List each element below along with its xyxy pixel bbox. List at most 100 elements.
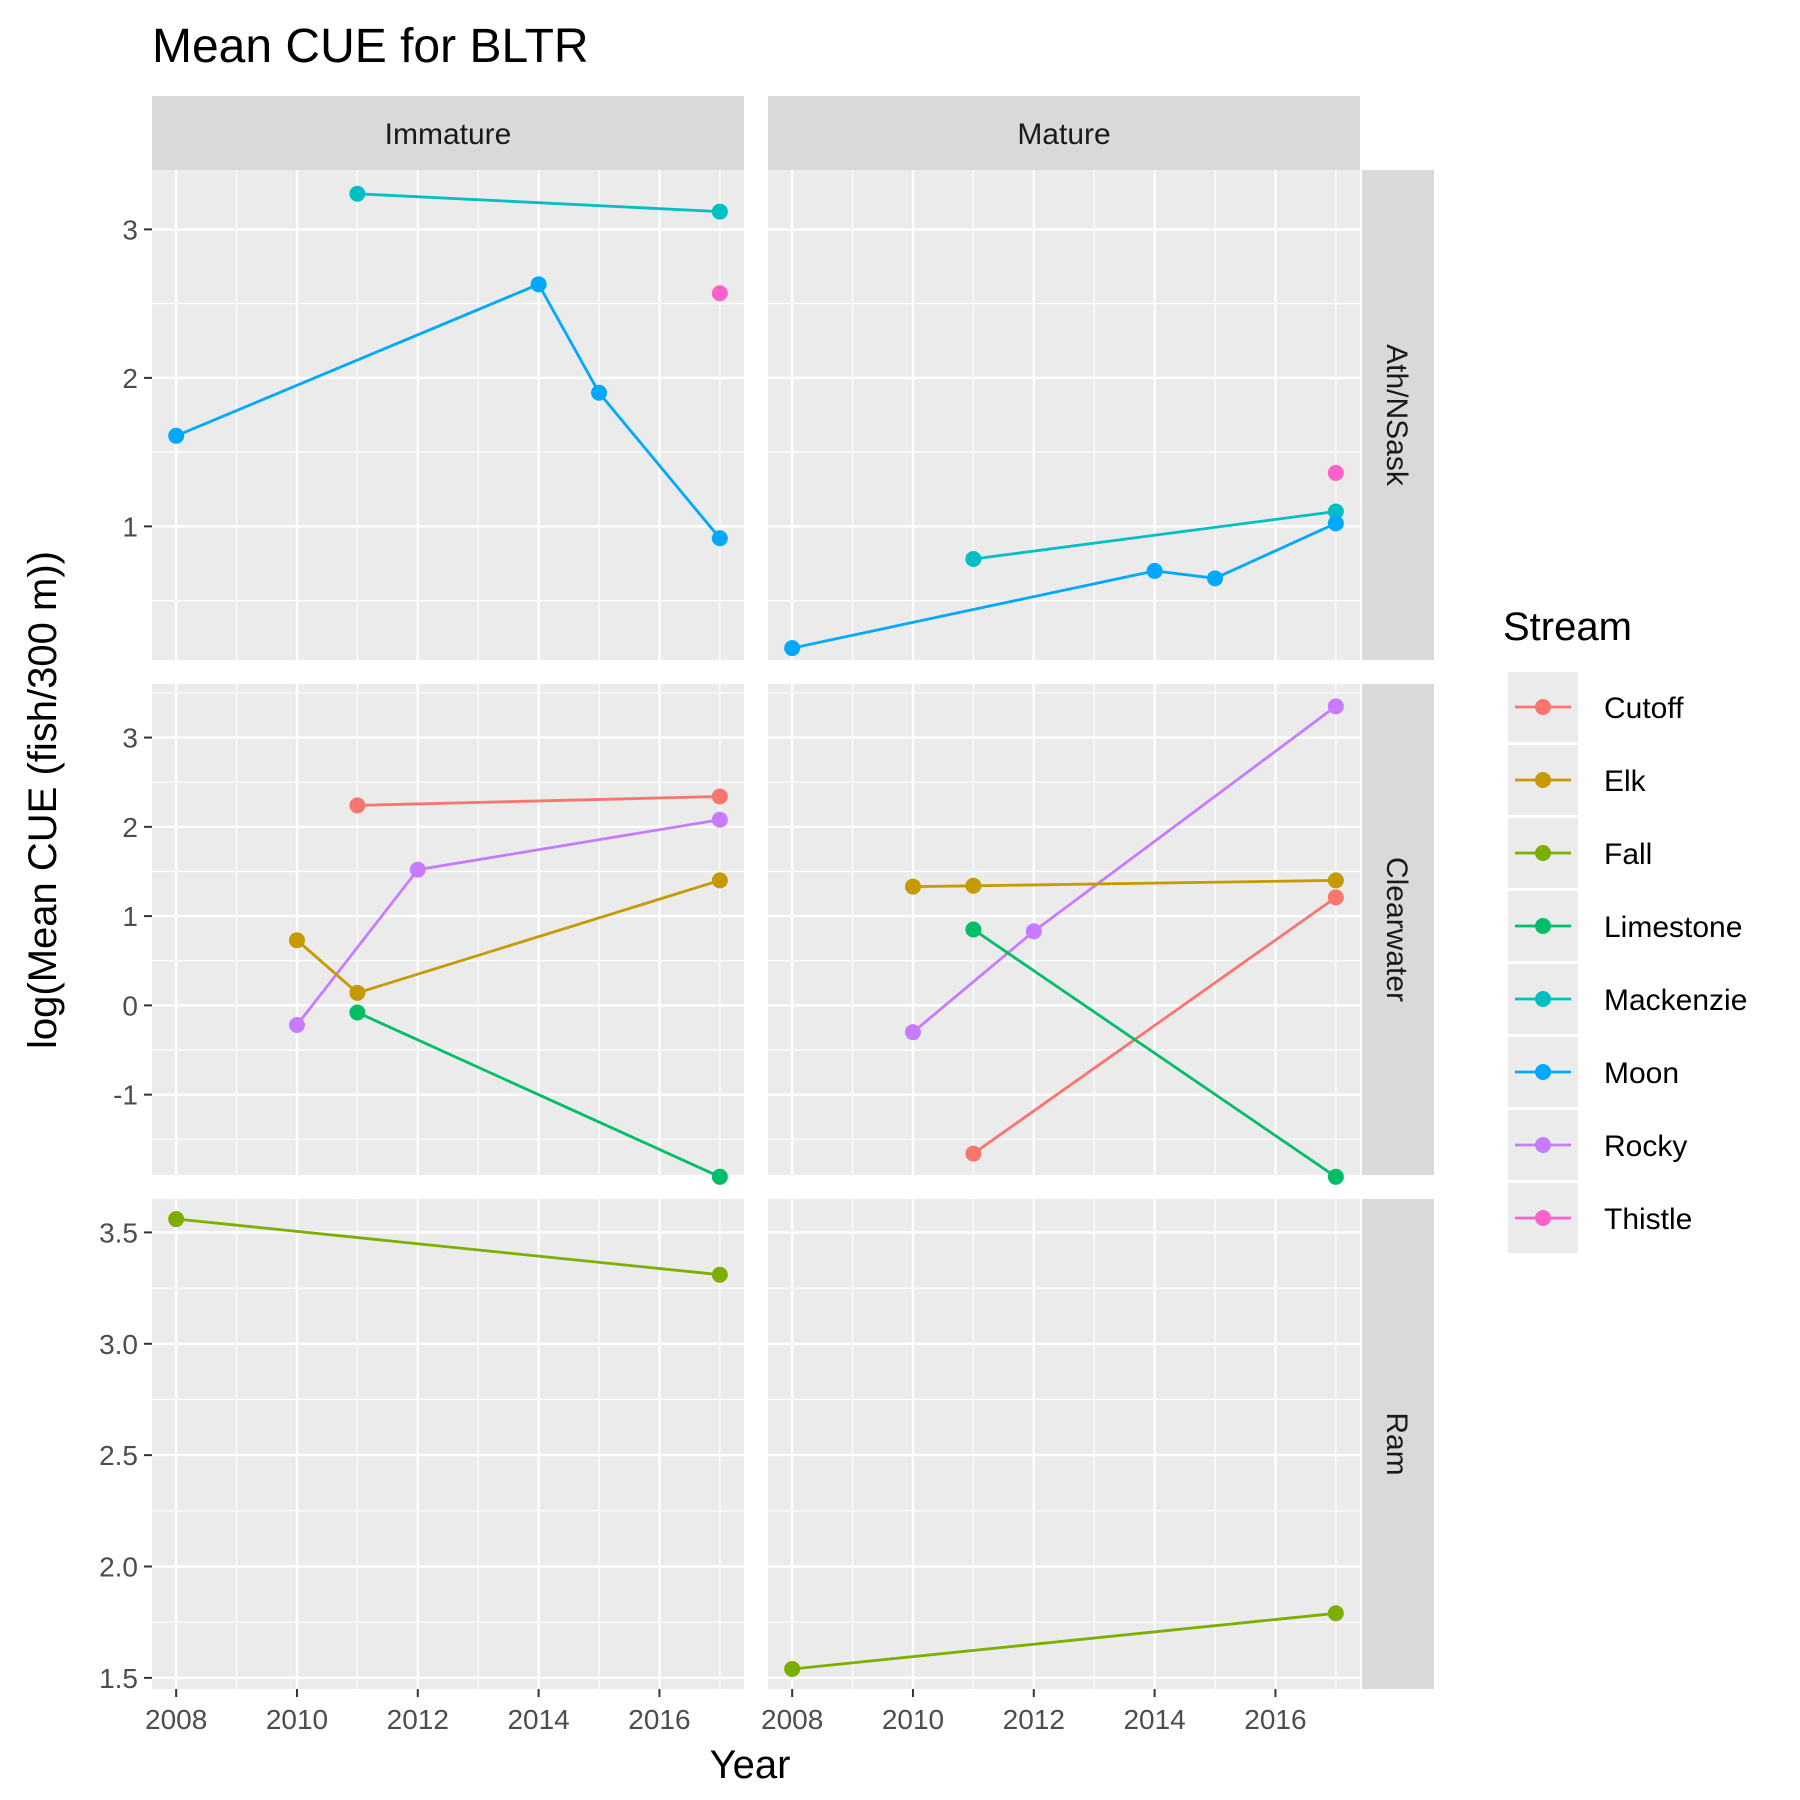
y-tick-label: 0 [122,990,138,1021]
row-strip [1362,1199,1434,1689]
data-point [711,872,728,889]
series-thistle [711,285,728,302]
data-point [904,1024,921,1041]
x-tick-label: 2008 [145,1704,207,1735]
y-axis-title: log(Mean CUE (fish/300 m)) [21,551,65,1049]
y-tick-label: 2 [122,812,138,843]
panel-background [768,170,1360,660]
row-strip-label: Ram [1380,1412,1413,1475]
series-line [972,896,1337,1155]
y-tick-label: 2 [122,363,138,394]
legend-item-limestone: Limestone [1508,891,1742,961]
facet-panel: 1.5 2.0 2.5 3.0 3.5 2008 2010 2012 2014 2016 [99,1199,744,1735]
data-point [711,203,728,220]
legend-key-point [1535,1210,1551,1226]
column-strip [768,96,1360,170]
x-tick-label: 2008 [761,1704,823,1735]
legend-title: Stream [1503,605,1632,649]
y-tick-label: 2.5 [99,1440,138,1471]
panel-background [768,684,1360,1175]
panel-background [768,1199,1360,1689]
legend-item-moon: Moon [1508,1037,1679,1107]
legend-label: Cutoff [1604,692,1684,725]
data-point [349,984,366,1001]
row-strip-label: Clearwater [1380,857,1413,1002]
data-point [1327,889,1344,906]
row-strip-label: Ath/NSask [1380,344,1413,487]
legend-item-mackenzie: Mackenzie [1508,964,1747,1034]
data-point [288,1017,305,1034]
legend-key-point [1535,845,1551,861]
series-fall [168,1211,728,1283]
data-point [349,185,366,202]
legend-item-elk: Elk [1508,745,1647,815]
series-line [792,1611,1336,1671]
column-strip-label: Mature [1017,118,1110,151]
data-point [1327,872,1344,889]
legend-key-point [1535,1064,1551,1080]
legend: Stream Cutoff Elk Fall Limestone Mackenzie Mo… [1503,605,1747,1253]
legend-label: Elk [1604,765,1647,798]
data-point [965,921,982,938]
x-tick-label: 2016 [628,1704,690,1735]
series-line [972,928,1337,1178]
x-tick-label: 2010 [266,1704,328,1735]
data-point [711,811,728,828]
data-point [168,1211,185,1228]
series-cutoff [965,889,1344,1162]
legend-item-cutoff: Cutoff [1508,672,1684,742]
legend-label: Mackenzie [1604,984,1747,1017]
x-tick-label: 2010 [882,1704,944,1735]
series-mackenzie [349,185,728,220]
x-tick-label: 2014 [507,1704,569,1735]
facet-panel: Mature [768,96,1360,660]
chart-title: Mean CUE for BLTR [152,20,589,73]
series-line [175,282,721,540]
legend-label: Fall [1604,838,1652,871]
data-point [1327,464,1344,481]
row-strip [1362,684,1434,1175]
data-point [349,1004,366,1021]
data-point [965,551,982,568]
legend-label: Rocky [1604,1130,1687,1163]
legend-label: Moon [1604,1057,1679,1090]
facet-panel: 1 2 3 Immature [122,96,744,660]
data-point [784,1660,801,1677]
data-point [711,285,728,302]
legend-key-point [1535,772,1551,788]
data-point [1327,503,1344,520]
data-point [1327,1605,1344,1622]
panel-background [152,1199,744,1689]
y-tick-label: 3.5 [99,1217,138,1248]
y-tick-label: 3.0 [99,1329,138,1360]
column-strip [152,96,744,170]
data-point [711,1266,728,1283]
panel-background [152,684,744,1175]
data-point [409,861,426,878]
legend-item-thistle: Thistle [1508,1183,1692,1253]
x-tick-label: 2016 [1244,1704,1306,1735]
facet-panel: -1 0 1 2 3 [113,684,744,1185]
series-line [791,522,1337,650]
series-fall [784,1605,1344,1677]
y-tick-label: 2.0 [99,1552,138,1583]
series-elk [288,872,728,1001]
y-tick-label: 3 [122,214,138,245]
data-point [965,877,982,894]
y-tick-label: 3 [122,723,138,754]
legend-key-point [1535,699,1551,715]
legend-item-fall: Fall [1508,818,1652,888]
data-point [1327,698,1344,715]
data-point [168,427,185,444]
series-line [973,510,1336,561]
y-tick-label: 1.5 [99,1663,138,1694]
column-strip-label: Immature [385,118,512,151]
series-cutoff [349,788,728,814]
y-tick-label: -1 [113,1080,138,1111]
data-point [784,640,801,657]
series-rocky [904,698,1344,1041]
series-elk [904,872,1344,895]
series-moon [784,515,1344,657]
legend-key-point [1535,991,1551,1007]
